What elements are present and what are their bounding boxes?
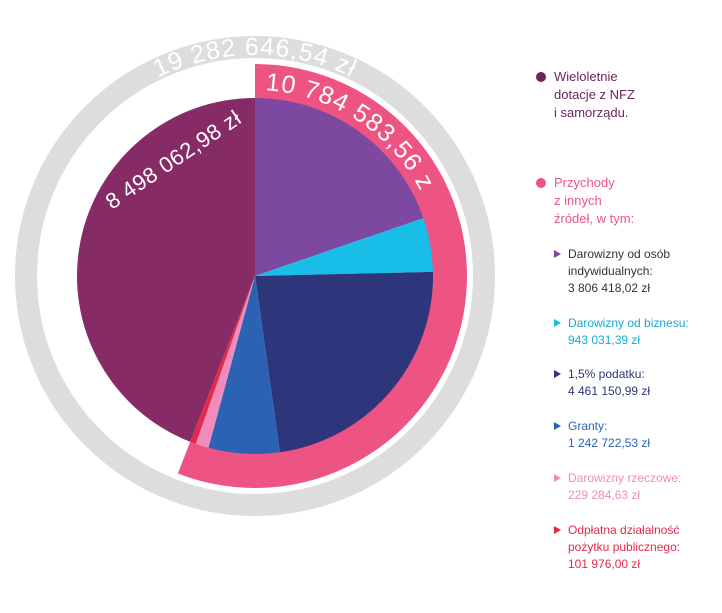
legend-triangle-icon [554,526,561,534]
pie-slice-6 [77,98,255,442]
legend-value: 229 284,63 zł [568,488,641,502]
legend-value: 943 031,39 zł [568,333,641,347]
legend-label: Darowizny od biznesu: [568,316,689,330]
legend-triangle-icon [554,474,561,482]
legend-item-tax-percent: 1,5% podatku: 4 461 150,99 zł [554,366,714,400]
legend-label: Granty: [568,419,608,433]
pie-slice-1 [255,218,433,276]
legend-dot-icon [536,72,546,82]
legend-label: Darowizny od osób indywidualnych: [568,247,671,278]
donut-pie-chart: 19 282 646,54 zł 10 784 583,56 zł 8 498 … [15,36,495,516]
outer-total-ring [15,36,495,516]
pie-slice-0 [255,98,424,276]
legend-label: Wieloletnie dotacje z NFZ i samorządu. [554,69,635,120]
legend-item-nfz: Wieloletnie dotacje z NFZ i samorządu. [536,68,635,122]
pie-slice-3 [208,276,280,455]
legend-value: 3 806 418,02 zł [568,281,651,295]
legend-label: Przychody z innych źródeł, w tym: [554,175,635,226]
legend-triangle-icon [554,422,561,430]
legend-item-individual-donations: Darowizny od osób indywidualnych: 3 806 … [554,246,714,297]
legend-item-paid-activity: Odpłatna działalność pożytku publicznego… [554,522,714,573]
legend-item-other-income: Przychody z innych źródeł, w tym: [536,174,634,228]
legend-label: Odpłatna działalność pożytku publicznego… [568,523,681,554]
legend-label: Darowizny rzeczowe: [568,471,682,485]
legend-value: 1 242 722,53 zł [568,436,651,450]
legend-label: 1,5% podatku: [568,367,645,381]
legend-triangle-icon [554,250,561,258]
pie-slice-4 [195,276,255,448]
legend-triangle-icon [554,319,561,327]
legend-item-in-kind-donations: Darowizny rzeczowe: 229 284,63 zł [554,470,714,504]
legend-triangle-icon [554,370,561,378]
legend-value: 101 976,00 zł [568,557,641,571]
legend-value: 4 461 150,99 zł [568,384,651,398]
legend-item-business-donations: Darowizny od biznesu: 943 031,39 zł [554,315,714,349]
pie-slice-5 [190,276,255,444]
legend-dot-icon [536,178,546,188]
pie-slice-2 [255,271,433,453]
legend-item-grants: Granty: 1 242 722,53 zł [554,418,714,452]
